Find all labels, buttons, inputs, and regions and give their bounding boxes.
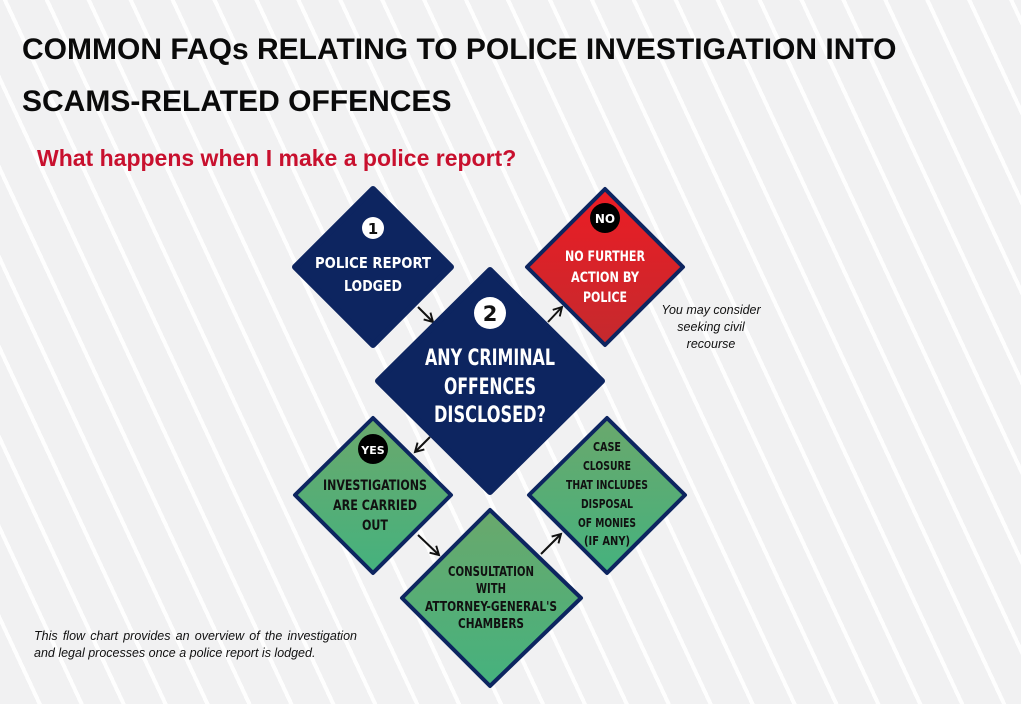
step-2-label-line: DISCLOSED?	[434, 403, 546, 428]
step-1-label-line: POLICE REPORT	[315, 254, 432, 272]
step-1-diamond: 1 POLICE REPORT LODGED	[292, 186, 454, 348]
step-1-label-line: LODGED	[344, 277, 402, 295]
step-2-diamond: 2 ANY CRIMINAL OFFENCES DISCLOSED?	[375, 267, 605, 495]
no-badge-text: NO	[595, 212, 615, 226]
yes-badge-text: YES	[360, 444, 384, 457]
closure-label-line: THAT INCLUDES	[566, 478, 648, 492]
arrow-yes-to-consult	[417, 534, 441, 557]
step-2-label-line: ANY CRIMINAL	[425, 346, 555, 371]
step-1-badge	[362, 217, 384, 239]
closure-label-line: (IF ANY)	[584, 534, 630, 548]
no-label-line: ACTION BY	[571, 270, 640, 286]
no-further-action-diamond: NO NO FURTHER ACTION BY POLICE	[525, 187, 685, 347]
closure-label-line: OF MONIES	[578, 516, 636, 530]
investigations-label-line: INVESTIGATIONS	[323, 478, 427, 494]
case-closure-diamond: CASE CLOSURE THAT INCLUDES DISPOSAL OF M…	[527, 416, 687, 575]
investigations-label-line: OUT	[362, 518, 388, 534]
closure-label-line: CASE	[593, 440, 621, 454]
arrow-1-to-2	[417, 306, 435, 324]
no-label-line: NO FURTHER	[565, 249, 645, 265]
title-line-2: SCAMS-RELATED OFFENCES	[22, 85, 452, 118]
step-2-badge	[474, 297, 506, 329]
step-1-number: 1	[368, 220, 378, 238]
no-label-line: POLICE	[583, 290, 627, 306]
page-title: COMMON FAQs RELATING TO POLICE INVESTIGA…	[22, 24, 982, 128]
title-line-1: COMMON FAQs RELATING TO POLICE INVESTIGA…	[22, 33, 897, 66]
subtitle: What happens when I make a police report…	[37, 145, 517, 171]
yes-badge	[358, 434, 388, 464]
consultation-label-line: WITH	[476, 582, 506, 597]
consultation-diamond: CONSULTATION WITH ATTORNEY-GENERAL'S CHA…	[400, 508, 583, 688]
consultation-label-line: ATTORNEY-GENERAL'S	[425, 600, 557, 615]
closure-label-line: CLOSURE	[583, 459, 631, 473]
no-badge	[590, 203, 620, 233]
consultation-label-line: CONSULTATION	[448, 565, 534, 580]
investigations-diamond: YES INVESTIGATIONS ARE CARRIED OUT	[293, 416, 453, 575]
arrow-2-to-no	[547, 305, 564, 323]
investigations-label-line: ARE CARRIED	[333, 498, 417, 514]
flowchart-footnote: This flow chart provides an overview of …	[34, 629, 357, 660]
civil-recourse-note: You may consider seeking civil recourse	[661, 303, 761, 351]
arrow-2-to-yes	[413, 436, 431, 454]
consultation-label-line: CHAMBERS	[458, 617, 524, 632]
step-2-number: 2	[483, 302, 498, 326]
arrow-consult-to-closure	[540, 532, 563, 555]
closure-label-line: DISPOSAL	[581, 497, 633, 511]
step-2-label-line: OFFENCES	[444, 375, 536, 400]
